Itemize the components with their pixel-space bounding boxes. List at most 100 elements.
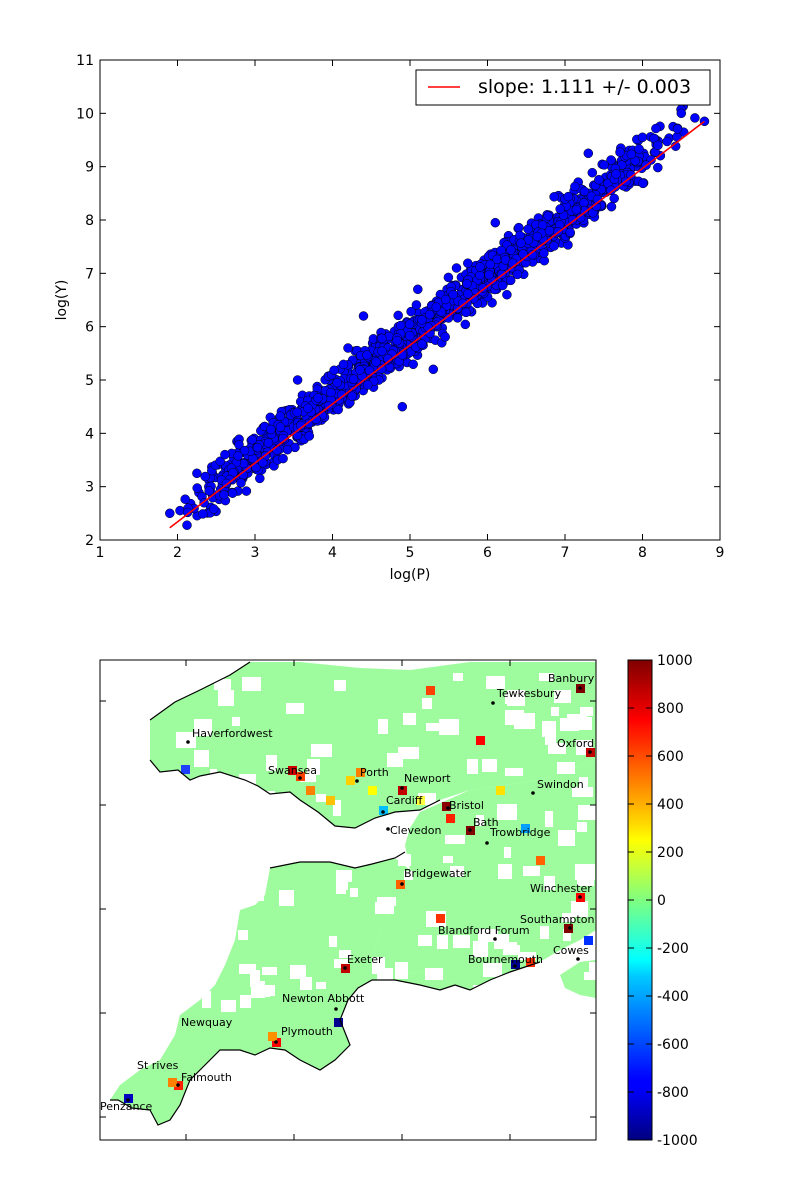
empty-cell [540, 926, 549, 939]
scatter-point [247, 434, 257, 445]
coastline [110, 661, 541, 1126]
city-label: Clevedon [390, 824, 441, 837]
empty-cell [575, 864, 595, 880]
scatter-point [563, 191, 574, 202]
scatter-point [452, 313, 463, 323]
empty-cell [497, 804, 517, 820]
x-tick-label: 3 [251, 545, 260, 561]
city-label: St rives [137, 1059, 179, 1072]
empty-cell [404, 871, 413, 880]
scatter-point [304, 431, 315, 441]
land-wales [150, 662, 596, 828]
scatter-point [252, 442, 263, 453]
empty-cell [562, 913, 574, 922]
city-label: Cowes [553, 944, 589, 957]
empty-cell [170, 992, 181, 1004]
fit-line [169, 120, 705, 529]
empty-cell [336, 882, 346, 894]
scatter-point [606, 201, 617, 212]
y-tick-label: 9 [85, 160, 94, 176]
empty-cell [372, 957, 385, 974]
scatter-point [332, 377, 342, 388]
hot-cell [521, 824, 530, 833]
scatter-point [451, 263, 462, 273]
empty-cell [250, 970, 260, 987]
empty-cell [187, 676, 204, 687]
scatter-point [543, 211, 553, 221]
empty-cell [483, 963, 502, 977]
empty-cell [339, 950, 351, 958]
x-tick-label: 7 [561, 545, 570, 561]
y-tick-label: 6 [85, 320, 94, 336]
scatter-point [236, 478, 246, 488]
scatter-point [241, 486, 252, 496]
empty-cell [504, 847, 511, 858]
city-label: Exeter [347, 953, 383, 966]
scatter-point [626, 170, 636, 180]
empty-cell [551, 707, 559, 716]
empty-cell [290, 965, 306, 979]
scatter-point [358, 311, 369, 321]
hot-cell [181, 765, 190, 774]
empty-cell [187, 814, 197, 829]
scatter-point [461, 307, 471, 318]
land-cells [110, 662, 596, 1125]
empty-cell [473, 985, 484, 996]
scatter-point [634, 144, 644, 154]
scatter-point [587, 167, 598, 178]
empty-cell [378, 719, 388, 734]
scatter-point [662, 136, 672, 147]
city-label: Penzance [100, 1100, 153, 1113]
legend-label: slope: 1.111 +/- 0.003 [478, 76, 691, 98]
heatmap-map: Banbury Tewkesbury Haverfordwest Oxford … [99, 659, 597, 1141]
scatter-point [182, 507, 193, 518]
city-label: Swansea [268, 764, 317, 777]
scatter-point [404, 330, 415, 341]
scatter-point [539, 248, 549, 258]
empty-cell [416, 995, 431, 1010]
scatter-point [263, 438, 274, 448]
empty-cell [210, 769, 217, 785]
scatter-point [392, 335, 402, 346]
empty-cell [544, 876, 555, 890]
empty-cell [450, 866, 464, 877]
empty-cell [473, 941, 488, 957]
scatter-point [431, 302, 442, 312]
sparse-cells [169, 673, 596, 1012]
scatter-point [338, 359, 349, 370]
scatter-point [532, 231, 543, 242]
scatter-point [690, 113, 700, 123]
scatter-point [638, 178, 648, 189]
empty-cell [523, 866, 540, 876]
empty-cell [577, 822, 587, 832]
scatter-point [165, 508, 175, 519]
y-axis: 2 3 4 5 6 7 8 9 10 11 [76, 53, 720, 549]
scatter-point [606, 185, 616, 196]
empty-cell [315, 845, 325, 853]
scatter-point [514, 222, 524, 233]
scatter-point [653, 162, 663, 173]
city-label: Plymouth [281, 1025, 333, 1038]
city-labels: Banbury Tewkesbury Haverfordwest Oxford … [100, 672, 595, 1113]
city-label: Porth [360, 766, 389, 779]
scatter-point [326, 387, 336, 398]
scatter-point [397, 401, 408, 412]
empty-cell [476, 815, 484, 826]
city-label: Swindon [537, 778, 584, 791]
empty-cell [545, 728, 556, 745]
x-tick-label: 2 [173, 545, 182, 561]
scatter-point [417, 339, 427, 349]
city-label: Newquay [181, 1016, 233, 1029]
scatter-point [460, 319, 471, 330]
empty-cell [194, 856, 208, 867]
y-axis-label: log(Y) [54, 280, 70, 321]
scatter-point [220, 449, 230, 460]
scatter-point [653, 140, 663, 151]
empty-cell [329, 936, 337, 947]
empty-cell [443, 856, 453, 863]
empty-cell [519, 978, 531, 992]
hot-cell [526, 958, 535, 967]
x-axis: 1 2 3 4 5 6 7 8 9 [96, 60, 724, 561]
scatter-point [567, 215, 578, 225]
colorbar-tick-label: 600 [657, 749, 684, 765]
